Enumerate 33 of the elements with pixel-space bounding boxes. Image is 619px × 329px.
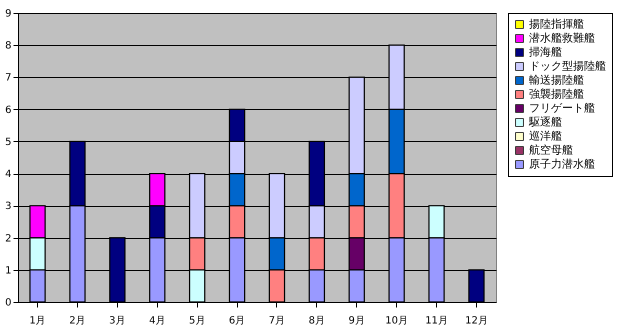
x-tick-label: 6月 (228, 316, 246, 326)
x-tick-label: 4月 (149, 316, 166, 326)
legend-label: 掃海艦 (529, 46, 562, 58)
x-tick-label: 5月 (188, 316, 206, 326)
legend-label: 潜水艦救難艦 (529, 32, 595, 44)
x-tick-label: 11月 (425, 316, 448, 326)
legend-label: ドック型揚陸艦 (529, 60, 606, 72)
legend-label: 強襲揚陸艦 (529, 88, 584, 100)
legend-label: 揚陸指揮艦 (529, 18, 584, 30)
x-tick-label: 9月 (348, 316, 365, 326)
legend-label: 航空母艦 (529, 144, 573, 156)
legend-label: 駆逐艦 (528, 116, 562, 128)
x-tick-label: 7月 (268, 316, 286, 326)
y-tick-label: 9 (5, 8, 12, 20)
x-tick-label: 8月 (308, 316, 326, 326)
legend-label: 巡洋艦 (529, 130, 562, 142)
y-tick-label: 5 (5, 136, 12, 148)
y-tick-label: 2 (5, 233, 12, 244)
y-tick-label: 6 (5, 104, 12, 116)
legend-label: 原子力潜水艦 (529, 158, 595, 170)
x-tick-label: 12月 (465, 316, 488, 326)
x-tick-label: 3月 (109, 316, 126, 326)
y-tick-label: 4 (5, 169, 12, 180)
y-tick-label: 7 (5, 72, 12, 84)
legend-label: 輸送揚陸艦 (529, 74, 584, 86)
legend-label: フリゲート艦 (529, 102, 595, 114)
y-tick-label: 0 (5, 298, 12, 308)
x-tick-label: 1月 (29, 316, 46, 326)
y-tick-label: 3 (5, 201, 12, 212)
x-tick-label: 10月 (385, 316, 408, 326)
x-tick-label: 2月 (69, 316, 86, 326)
y-tick-label: 1 (5, 265, 12, 276)
y-tick-label: 8 (5, 40, 12, 52)
